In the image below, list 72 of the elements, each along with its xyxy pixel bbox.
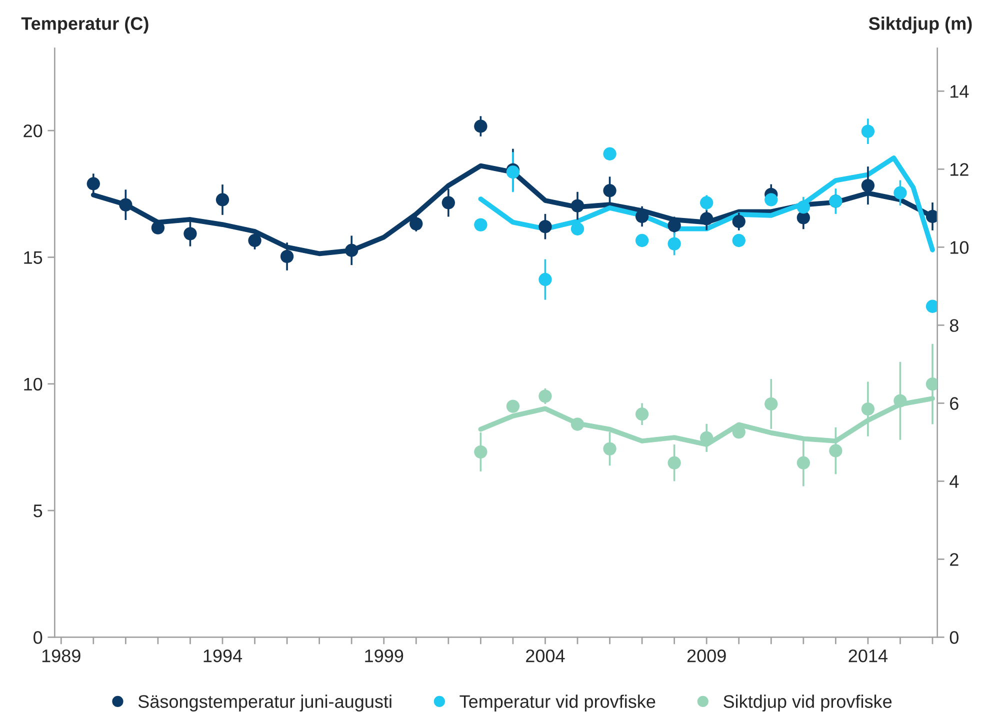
point xyxy=(603,147,616,160)
y2-tick-label: 10 xyxy=(950,241,969,254)
x-tick-label: 1989 xyxy=(42,649,80,662)
point xyxy=(119,198,132,212)
y2-tick-label: 14 xyxy=(950,85,969,98)
point xyxy=(280,250,294,264)
line-series xyxy=(478,155,935,252)
point xyxy=(474,218,488,232)
point xyxy=(86,177,100,190)
x-tick-label: 2004 xyxy=(526,649,565,662)
legend-label: Temperatur vid provfiske xyxy=(460,694,656,712)
point xyxy=(732,234,746,248)
point xyxy=(732,425,746,439)
legend-label: Säsongstemperatur juni-augusti xyxy=(138,694,392,712)
point xyxy=(474,120,488,133)
point xyxy=(668,237,681,250)
point xyxy=(861,402,875,416)
point xyxy=(570,199,584,212)
point xyxy=(184,227,197,240)
point xyxy=(538,272,552,286)
y2-tick-label: 0 xyxy=(950,631,958,644)
point xyxy=(248,234,262,248)
point xyxy=(829,444,842,458)
y-tick-label: 0 xyxy=(34,631,42,644)
point xyxy=(764,397,778,411)
point xyxy=(506,166,520,179)
point xyxy=(570,418,584,431)
point xyxy=(796,200,810,214)
point xyxy=(151,221,165,234)
point xyxy=(474,445,488,459)
point xyxy=(635,408,649,421)
y2-tick-label: 12 xyxy=(950,163,968,176)
y2-axis-title: Siktdjup (m) xyxy=(868,16,972,34)
y2-tick-label: 6 xyxy=(950,397,958,410)
point xyxy=(344,244,358,257)
point xyxy=(506,400,520,413)
point xyxy=(894,186,907,200)
point xyxy=(668,456,681,470)
y2-tick-label: 4 xyxy=(950,475,959,488)
y-tick-label: 20 xyxy=(24,124,42,138)
y2-tick-label: 8 xyxy=(950,319,958,332)
point xyxy=(538,220,552,234)
y-axis-title: Temperatur (C) xyxy=(21,16,148,34)
x-tick-label: 2014 xyxy=(848,649,888,662)
point xyxy=(538,390,552,403)
point xyxy=(700,212,714,226)
x-tick-label: 1999 xyxy=(365,649,404,662)
x-tick-label: 2009 xyxy=(687,649,726,662)
point xyxy=(926,377,938,391)
y2-tick-label: 2 xyxy=(950,553,958,566)
y-tick-label: 5 xyxy=(34,504,42,518)
point xyxy=(796,456,810,470)
point xyxy=(926,300,938,313)
point xyxy=(603,442,616,456)
point xyxy=(861,178,875,192)
point xyxy=(570,222,584,236)
point xyxy=(894,394,907,408)
point xyxy=(410,217,423,230)
point xyxy=(732,214,746,228)
x-tick-label: 1994 xyxy=(204,649,242,662)
y-tick-label: 10 xyxy=(24,378,42,391)
point xyxy=(216,193,230,206)
point xyxy=(926,210,938,224)
legend-label: Siktdjup vid provfiske xyxy=(724,694,892,712)
point xyxy=(861,124,875,138)
point xyxy=(700,196,714,210)
point xyxy=(635,234,649,248)
point xyxy=(442,196,455,210)
point xyxy=(635,210,649,224)
y-tick-label: 15 xyxy=(24,251,42,264)
point xyxy=(603,184,616,198)
point xyxy=(764,193,778,206)
